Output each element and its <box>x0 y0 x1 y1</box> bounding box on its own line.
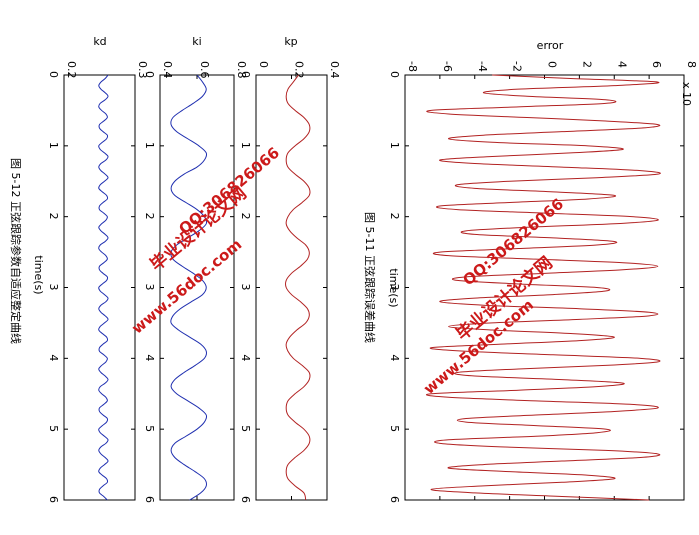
time-tick-label: 4 <box>388 354 401 361</box>
xaxis-label-error: time(s) <box>387 268 400 307</box>
value-tick-label: 6 <box>650 61 663 68</box>
plot-kp: 0 1 2 3 4 5 6 0 0.2 0.4 kp <box>239 35 341 503</box>
value-tick-label: 0.4 <box>328 61 341 79</box>
xaxis-label-kd: time(s) <box>32 255 45 294</box>
value-tick-label: 0 <box>546 61 559 68</box>
value-tick-label: 0.2 <box>65 61 78 79</box>
plot-frame-error <box>404 74 685 501</box>
plot-kd: 0 1 2 3 4 5 6 0.2 0.3 kd time(s) <box>32 35 149 503</box>
plot-title-kp: kp <box>284 35 297 48</box>
plot-title-ki: ki <box>192 35 201 48</box>
value-tick-label: 8 <box>685 61 698 68</box>
value-tick-label: 0.2 <box>293 61 306 79</box>
time-tick-label: 1 <box>143 142 156 149</box>
time-tick-label: 2 <box>388 213 401 220</box>
plot-title-error: error <box>537 39 564 52</box>
time-tick-label: 2 <box>47 213 60 220</box>
plot-ki: 0 1 2 3 4 5 6 0.4 0.6 0.8 ki <box>143 35 248 503</box>
value-tick-label: -4 <box>476 61 489 72</box>
time-tick-label: 6 <box>143 496 156 503</box>
caption-right: 图 5-11 正弦跟踪误差曲线 <box>363 212 377 343</box>
time-tick-label: 5 <box>239 425 252 432</box>
value-tick-label: -6 <box>441 61 454 72</box>
plot-frame-kp <box>255 74 328 501</box>
series-line-error <box>426 74 661 501</box>
time-tick-label: 0 <box>47 71 60 78</box>
time-tick-label: 5 <box>143 425 156 432</box>
plot-frame-kd <box>63 74 136 501</box>
time-tick-label: 4 <box>47 354 60 361</box>
value-tick-label: -8 <box>406 61 419 72</box>
time-tick-label: 2 <box>239 213 252 220</box>
time-tick-label: 5 <box>388 425 401 432</box>
time-tick-label: 3 <box>47 284 60 291</box>
time-tick-label: 6 <box>239 496 252 503</box>
plot-error: 0 1 2 3 4 5 6 -8 -6 -4 -2 0 2 4 6 8 error x 10 time(s) <box>387 39 698 503</box>
value-tick-label: 0.4 <box>161 61 174 79</box>
value-tick-label: 0 <box>257 61 270 68</box>
time-tick-label: 3 <box>143 284 156 291</box>
value-tick-label: 0.3 <box>136 61 149 79</box>
value-tick-label: 4 <box>615 61 628 68</box>
value-tick-label: 0.8 <box>235 61 248 79</box>
time-tick-label: 1 <box>47 142 60 149</box>
time-tick-label: 4 <box>143 354 156 361</box>
plots-layer: 0 1 2 3 4 5 6 -8 -6 -4 -2 0 2 4 6 8 error x 10 time(s) 0 1 2 3… <box>32 35 698 503</box>
exponent-label: x 10 <box>680 82 693 106</box>
series-line-ki <box>170 74 208 501</box>
time-tick-label: 2 <box>143 213 156 220</box>
value-tick-label: 2 <box>580 61 593 68</box>
value-tick-label: -2 <box>511 61 524 72</box>
series-line-kd <box>98 74 109 501</box>
time-tick-label: 4 <box>239 354 252 361</box>
time-tick-label: 1 <box>388 142 401 149</box>
time-tick-label: 3 <box>239 284 252 291</box>
series-line-kp <box>285 74 311 501</box>
caption-left: 图 5-12 正弦跟踪参数自适应整定曲线 <box>9 158 23 344</box>
time-tick-label: 6 <box>47 496 60 503</box>
value-tick-label: 0.6 <box>198 61 211 79</box>
time-tick-label: 5 <box>47 425 60 432</box>
time-tick-label: 0 <box>239 71 252 78</box>
time-tick-label: 6 <box>388 496 401 503</box>
plot-title-kd: kd <box>93 35 106 48</box>
time-tick-label: 0 <box>388 71 401 78</box>
time-tick-label: 3 <box>388 284 401 291</box>
time-tick-label: 1 <box>239 142 252 149</box>
time-tick-label: 0 <box>143 71 156 78</box>
